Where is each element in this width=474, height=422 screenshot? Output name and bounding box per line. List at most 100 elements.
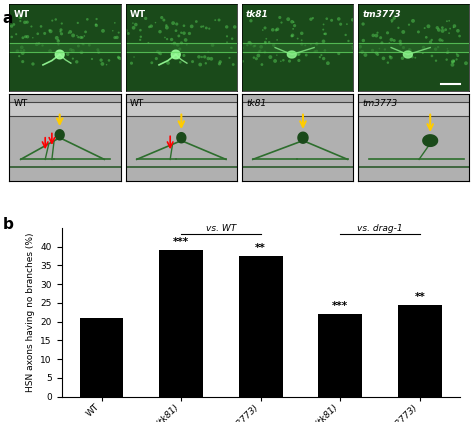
Point	[298, 30, 306, 37]
Point	[409, 17, 417, 24]
Point	[318, 51, 325, 58]
Point	[55, 38, 62, 44]
Text: WT: WT	[14, 10, 30, 19]
Point	[198, 54, 206, 60]
Point	[115, 29, 122, 36]
Point	[69, 55, 77, 62]
Point	[415, 29, 422, 35]
Text: ***: ***	[332, 301, 348, 311]
Point	[226, 54, 233, 61]
Point	[250, 54, 258, 61]
Point	[454, 52, 462, 59]
Point	[137, 27, 144, 34]
Point	[362, 51, 369, 58]
Point	[52, 16, 60, 23]
Point	[47, 28, 55, 35]
Point	[111, 34, 118, 41]
Point	[253, 55, 260, 62]
Point	[160, 17, 168, 24]
Point	[447, 25, 454, 32]
Point	[66, 29, 74, 35]
Point	[453, 51, 461, 57]
Point	[360, 37, 367, 44]
Point	[411, 54, 419, 61]
Point	[273, 52, 281, 59]
Point	[265, 39, 273, 46]
Point	[55, 37, 62, 43]
Point	[349, 16, 356, 23]
Point	[109, 27, 117, 34]
Point	[256, 48, 264, 54]
Point	[369, 47, 376, 54]
Point	[259, 27, 266, 33]
Point	[46, 27, 54, 34]
Point	[29, 61, 37, 68]
Point	[169, 54, 176, 60]
Point	[380, 55, 387, 62]
Point	[180, 22, 188, 29]
Point	[247, 17, 255, 24]
Point	[298, 37, 305, 43]
Point	[228, 44, 236, 51]
Text: **: **	[414, 292, 425, 302]
Point	[405, 46, 413, 52]
Text: b: b	[2, 217, 13, 233]
Point	[217, 59, 224, 65]
Point	[171, 40, 178, 47]
Point	[223, 39, 231, 46]
Point	[69, 32, 77, 39]
Point	[405, 21, 413, 28]
Point	[73, 59, 81, 65]
Point	[428, 37, 436, 43]
Point	[444, 46, 451, 52]
Point	[12, 31, 20, 38]
Point	[255, 52, 262, 59]
Point	[432, 57, 440, 64]
Point	[103, 61, 110, 68]
Point	[37, 23, 45, 30]
Point	[358, 49, 366, 55]
Point	[24, 33, 31, 40]
Point	[14, 48, 21, 54]
Polygon shape	[298, 132, 308, 143]
Point	[142, 15, 149, 22]
Point	[438, 24, 446, 31]
Text: tm3773: tm3773	[362, 99, 397, 108]
Point	[202, 60, 210, 67]
Polygon shape	[55, 50, 64, 59]
Point	[178, 30, 185, 36]
Point	[276, 14, 283, 21]
Point	[223, 24, 230, 30]
Point	[445, 30, 453, 37]
Polygon shape	[171, 50, 180, 59]
Point	[46, 48, 54, 54]
Point	[342, 32, 349, 38]
Point	[153, 55, 160, 62]
Point	[319, 38, 327, 45]
Point	[208, 55, 215, 62]
Point	[356, 43, 364, 50]
Point	[227, 44, 235, 51]
Point	[283, 49, 291, 56]
Point	[302, 52, 310, 59]
Point	[231, 24, 238, 30]
Point	[55, 41, 62, 48]
Point	[250, 43, 258, 49]
Point	[239, 58, 246, 65]
Bar	[9, 43, 121, 52]
Point	[65, 30, 73, 36]
Point	[105, 57, 113, 64]
Point	[228, 35, 236, 42]
Point	[291, 22, 299, 29]
Point	[449, 58, 457, 65]
Point	[202, 24, 210, 31]
Point	[307, 16, 315, 23]
Point	[286, 58, 293, 65]
Point	[337, 21, 345, 27]
Point	[288, 19, 296, 25]
Point	[189, 58, 196, 65]
Text: WT: WT	[130, 10, 146, 19]
Point	[434, 44, 442, 51]
Point	[387, 54, 395, 61]
Point	[373, 49, 380, 56]
